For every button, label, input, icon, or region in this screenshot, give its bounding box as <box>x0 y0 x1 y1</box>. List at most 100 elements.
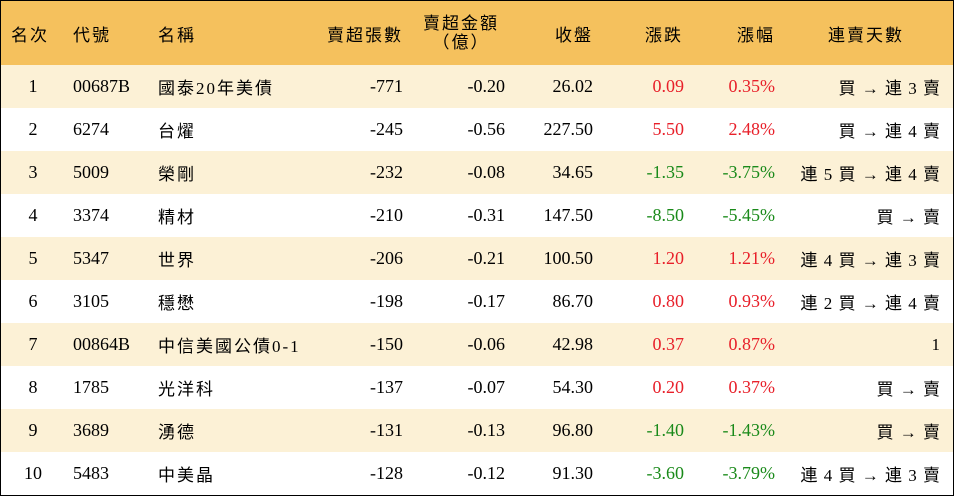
cell-code: 5009 <box>73 162 109 182</box>
header-close[interactable]: 收盤 <box>555 25 593 45</box>
cell-pct: -5.45% <box>722 205 776 225</box>
cell-streak: 買 → 賣 <box>876 208 941 227</box>
header-rank[interactable]: 名次 <box>11 25 49 45</box>
cell-change: 0.37 <box>652 334 685 354</box>
cell-close: 227.50 <box>543 119 594 139</box>
table-row[interactable]: 6 3105 穩懋 -198 -0.17 86.70 0.80 0.93% 連 2 買 → 連 … <box>1 280 953 323</box>
cell-sell-amount: -0.13 <box>467 420 506 440</box>
cell-streak: 1 <box>931 334 941 354</box>
cell-pct: 0.35% <box>728 76 776 96</box>
header-name[interactable]: 名稱 <box>158 25 196 45</box>
table-row[interactable]: 2 6274 台燿 -245 -0.56 227.50 5.50 2.48% 買 → 連 4 賣 <box>1 108 953 151</box>
cell-sell-lots: -206 <box>370 248 403 268</box>
cell-streak: 買 → 連 3 賣 <box>838 79 941 98</box>
cell-name: 光洋科 <box>158 380 215 399</box>
cell-rank: 3 <box>28 162 38 182</box>
cell-streak: 連 2 買 → 連 4 賣 <box>800 294 941 313</box>
cell-close: 34.65 <box>552 162 594 182</box>
cell-code: 6274 <box>73 119 109 139</box>
cell-rank: 2 <box>28 119 38 139</box>
cell-change: -3.60 <box>646 463 685 483</box>
cell-pct: 0.93% <box>728 291 776 311</box>
cell-sell-amount: -0.31 <box>467 205 506 225</box>
cell-name: 精材 <box>158 208 196 227</box>
cell-close: 26.02 <box>552 76 594 96</box>
cell-pct: -3.75% <box>722 162 776 182</box>
cell-close: 42.98 <box>552 334 594 354</box>
cell-name: 穩懋 <box>158 294 196 313</box>
cell-code: 3105 <box>73 291 109 311</box>
cell-streak: 買 → 賣 <box>876 380 941 399</box>
table-row[interactable]: 1 00687B 國泰20年美債 -771 -0.20 26.02 0.09 0.35% 買 →… <box>1 65 953 108</box>
cell-rank: 6 <box>28 291 38 311</box>
cell-sell-lots: -771 <box>370 76 403 96</box>
cell-close: 100.50 <box>543 248 594 268</box>
header-sell-lots[interactable]: 賣超張數 <box>327 25 403 45</box>
header-code[interactable]: 代號 <box>73 25 111 45</box>
cell-sell-amount: -0.21 <box>467 248 506 268</box>
cell-sell-amount: -0.17 <box>467 291 506 311</box>
cell-pct: 2.48% <box>728 119 776 139</box>
cell-change: 0.20 <box>652 377 685 397</box>
cell-pct: -1.43% <box>722 420 776 440</box>
cell-change: 1.20 <box>652 248 685 268</box>
cell-rank: 8 <box>28 377 38 397</box>
cell-close: 86.70 <box>552 291 594 311</box>
cell-name: 國泰20年美債 <box>158 79 274 98</box>
header-sell-amount-label: 賣超金額 <box>423 14 499 33</box>
cell-sell-lots: -150 <box>370 334 403 354</box>
cell-pct: 0.87% <box>728 334 776 354</box>
cell-sell-lots: -198 <box>370 291 403 311</box>
cell-streak: 連 4 買 → 連 3 賣 <box>800 466 941 485</box>
table-header: 名次 代號 名稱 賣超張數 賣超金額 （億） 收盤 漲跌 漲幅 連賣天數 <box>1 1 953 65</box>
table-row[interactable]: 10 5483 中美晶 -128 -0.12 91.30 -3.60 -3.79% 連 4 買 … <box>1 452 953 495</box>
cell-rank: 4 <box>28 205 38 225</box>
cell-sell-lots: -245 <box>370 119 403 139</box>
header-change[interactable]: 漲跌 <box>645 25 683 45</box>
table-row[interactable]: 3 5009 榮剛 -232 -0.08 34.65 -1.35 -3.75% 連 5 買 → … <box>1 151 953 194</box>
cell-change: -1.35 <box>646 162 685 182</box>
cell-sell-amount: -0.12 <box>467 463 506 483</box>
header-sell-amount[interactable]: 賣超金額 （億） <box>415 1 507 65</box>
header-pct[interactable]: 漲幅 <box>737 25 775 45</box>
table-row[interactable]: 4 3374 精材 -210 -0.31 147.50 -8.50 -5.45% 買 → 賣 <box>1 194 953 237</box>
cell-sell-amount: -0.08 <box>467 162 506 182</box>
cell-code: 1785 <box>73 377 109 397</box>
table-row[interactable]: 7 00864B 中信美國公債0-1 -150 -0.06 42.98 0.37 0.87% 1 <box>1 323 953 366</box>
cell-sell-amount: -0.06 <box>467 334 506 354</box>
cell-pct: 1.21% <box>728 248 776 268</box>
cell-code: 3689 <box>73 420 109 440</box>
table-row[interactable]: 9 3689 湧德 -131 -0.13 96.80 -1.40 -1.43% 買 → 賣 <box>1 409 953 452</box>
cell-name: 台燿 <box>158 122 196 141</box>
cell-pct: 0.37% <box>728 377 776 397</box>
cell-streak: 買 → 賣 <box>876 423 941 442</box>
cell-pct: -3.79% <box>722 463 776 483</box>
cell-code: 3374 <box>73 205 109 225</box>
cell-close: 147.50 <box>543 205 594 225</box>
cell-sell-lots: -210 <box>370 205 403 225</box>
cell-change: -1.40 <box>646 420 685 440</box>
cell-name: 世界 <box>158 251 196 270</box>
header-sell-amount-unit: （億） <box>432 33 490 52</box>
cell-sell-lots: -137 <box>370 377 403 397</box>
cell-code: 00687B <box>73 76 131 96</box>
cell-name: 中信美國公債0-1 <box>158 337 301 356</box>
cell-code: 5483 <box>73 463 109 483</box>
table-row[interactable]: 8 1785 光洋科 -137 -0.07 54.30 0.20 0.37% 買 → 賣 <box>1 366 953 409</box>
cell-rank: 7 <box>28 334 38 354</box>
cell-close: 96.80 <box>552 420 594 440</box>
cell-rank: 10 <box>24 463 42 483</box>
cell-close: 54.30 <box>552 377 594 397</box>
cell-code: 5347 <box>73 248 109 268</box>
cell-rank: 9 <box>28 420 38 440</box>
cell-code: 00864B <box>73 334 131 354</box>
cell-rank: 1 <box>28 76 38 96</box>
header-streak[interactable]: 連賣天數 <box>828 25 904 45</box>
cell-sell-lots: -131 <box>370 420 403 440</box>
cell-streak: 連 4 買 → 連 3 賣 <box>800 251 941 270</box>
cell-name: 湧德 <box>158 423 196 442</box>
cell-sell-lots: -232 <box>370 162 403 182</box>
cell-sell-lots: -128 <box>370 463 403 483</box>
table-row[interactable]: 5 5347 世界 -206 -0.21 100.50 1.20 1.21% 連 4 買 → 連… <box>1 237 953 280</box>
